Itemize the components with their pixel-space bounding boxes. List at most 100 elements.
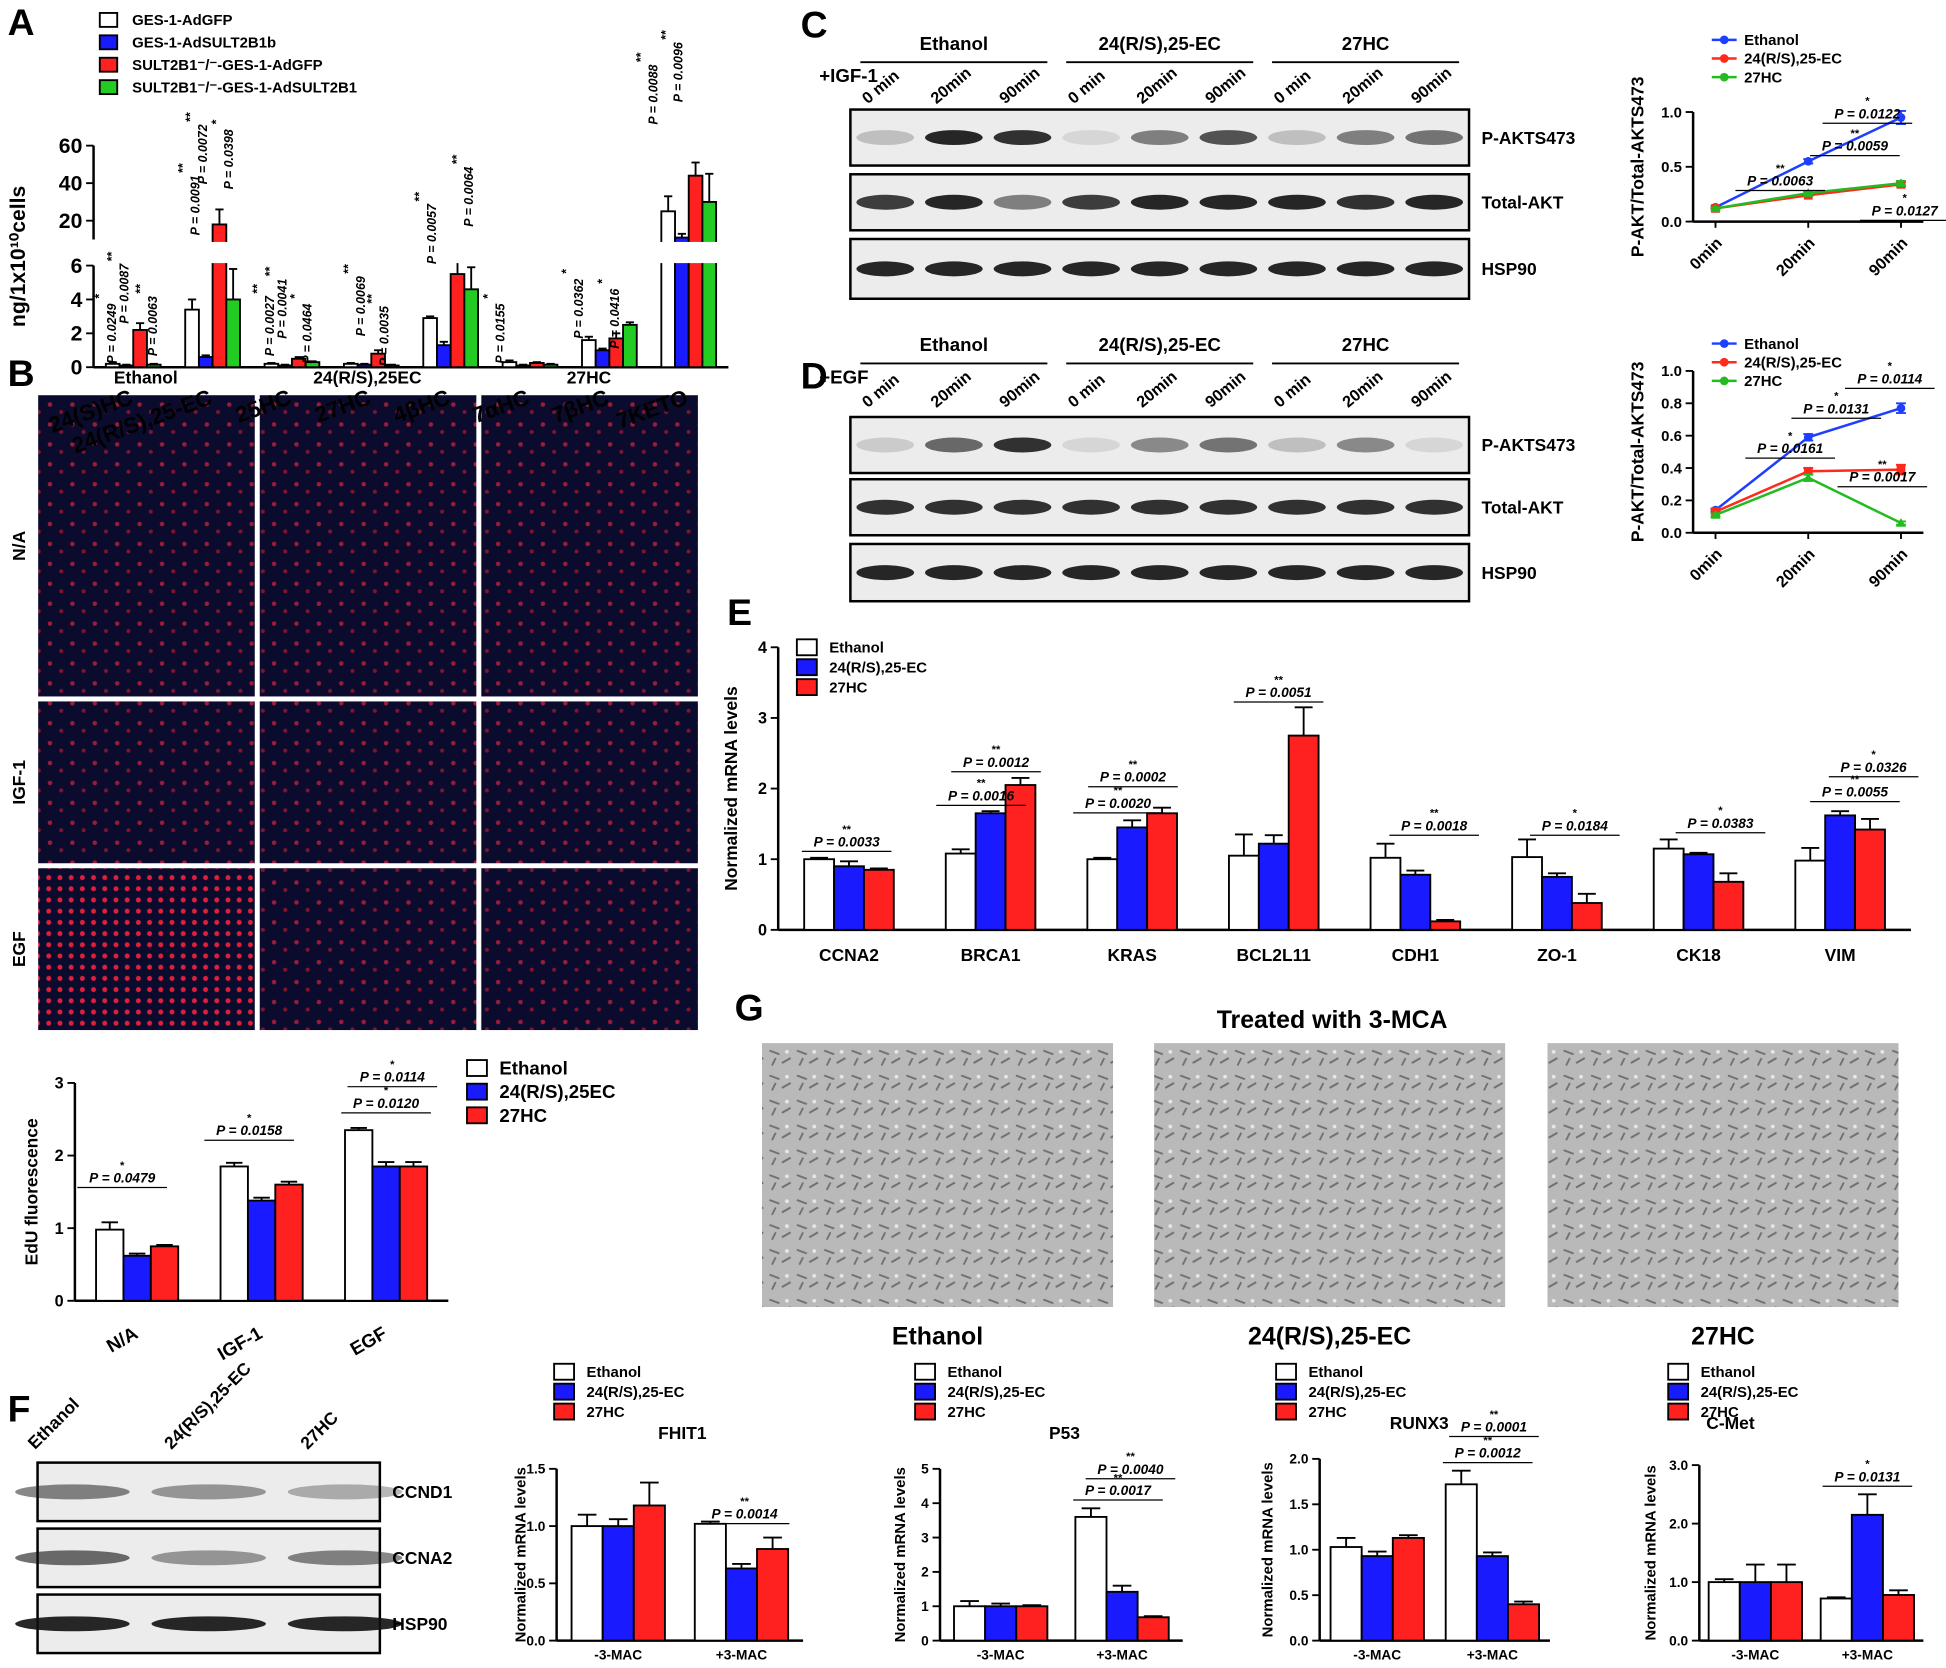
significance: ** xyxy=(412,192,426,202)
y-tick-label: 0.0 xyxy=(1661,214,1682,231)
error-bar xyxy=(1483,1551,1502,1557)
error-bar xyxy=(677,232,686,238)
significance: ** xyxy=(263,266,277,276)
blot-band xyxy=(1405,194,1464,210)
y-tick-label: 1.0 xyxy=(1661,104,1682,121)
chart-title: RUNX3 xyxy=(1390,1413,1449,1433)
y-tick-label: 2.0 xyxy=(1289,1452,1308,1467)
p-value: P = 0.0091 xyxy=(188,175,202,235)
bar xyxy=(1824,814,1857,931)
bar xyxy=(1086,858,1119,931)
error-bar xyxy=(705,172,714,202)
error-bar xyxy=(1659,838,1678,849)
legend-swatch xyxy=(1667,1382,1690,1401)
significance: * xyxy=(1888,361,1893,373)
p-value: P = 0.0184 xyxy=(1542,818,1608,833)
blot-band xyxy=(993,130,1052,146)
error-bar xyxy=(546,362,555,365)
blot-band xyxy=(1336,565,1395,581)
blot-band xyxy=(1130,565,1189,581)
bar xyxy=(1707,1581,1741,1642)
y-tick-label: 2.0 xyxy=(1669,1516,1688,1531)
error-bar xyxy=(577,1513,597,1527)
error-bar xyxy=(108,361,117,364)
legend-swatch xyxy=(1719,72,1729,82)
significance: * xyxy=(93,294,107,299)
p-value: P = 0.0072 xyxy=(196,124,210,184)
bar xyxy=(1444,1483,1478,1642)
x-tick-label: BRCA1 xyxy=(961,945,1021,965)
blot-band xyxy=(1405,261,1464,277)
legend-swatch xyxy=(553,1402,575,1421)
panel-label: G xyxy=(735,987,764,1029)
blot-band xyxy=(1199,499,1258,515)
blot-band xyxy=(1336,499,1395,515)
bar xyxy=(1257,842,1290,931)
blot-band xyxy=(1062,565,1120,581)
bar xyxy=(197,356,214,369)
error-bar xyxy=(1858,1493,1877,1515)
significance: * xyxy=(1865,1459,1870,1471)
error-bar xyxy=(426,315,435,319)
bar xyxy=(701,200,718,369)
blot-band xyxy=(925,437,983,453)
error-bar xyxy=(1264,834,1283,844)
y-tick-label: 2 xyxy=(758,780,767,798)
blot-band xyxy=(1405,499,1464,515)
row-label: CCND1 xyxy=(392,1482,452,1502)
bar xyxy=(1429,920,1462,931)
blot-band xyxy=(856,565,915,581)
legend-swatch xyxy=(466,1106,488,1125)
blot-band xyxy=(1062,194,1120,210)
point xyxy=(1710,203,1721,213)
blot-band xyxy=(151,1484,266,1500)
blot-band xyxy=(1062,130,1120,146)
significance: ** xyxy=(1878,459,1887,471)
y-tick-label: 3 xyxy=(758,710,767,728)
p-value: P = 0.0051 xyxy=(1246,685,1312,700)
significance: ** xyxy=(977,778,986,790)
micrograph xyxy=(258,866,478,1032)
bar xyxy=(529,362,545,369)
error-bar xyxy=(1889,1589,1908,1595)
blot-band xyxy=(993,261,1052,277)
error-bar xyxy=(350,1127,367,1131)
blot-band xyxy=(1268,194,1326,210)
legend-label: 27HC xyxy=(1701,1404,1739,1421)
blot-band xyxy=(1268,130,1326,146)
error-bar xyxy=(439,340,448,346)
y-tick-label: 6 xyxy=(71,255,83,278)
bar xyxy=(344,1129,374,1302)
error-bar xyxy=(664,195,673,212)
error-bar xyxy=(387,363,396,366)
error-bar xyxy=(1123,819,1142,828)
blot-band xyxy=(925,499,983,515)
significance: ** xyxy=(105,251,119,261)
blot-band xyxy=(1199,261,1258,277)
legend-swatch xyxy=(98,79,119,96)
legend-label: SULT2B1⁻/⁻-GES-1-AdGFP xyxy=(132,57,322,74)
panel-label: C xyxy=(801,3,828,45)
error-bar xyxy=(308,360,317,363)
p-value: P = 0.0464 xyxy=(300,303,314,363)
x-tick-label: CK18 xyxy=(1676,945,1721,965)
x-tick-label: ZO-1 xyxy=(1537,945,1577,965)
x-tick-label: -3-MAC xyxy=(1353,1647,1401,1662)
bar xyxy=(1570,902,1603,931)
significance: ** xyxy=(1129,759,1138,771)
error-bar xyxy=(122,363,131,366)
bar xyxy=(463,288,479,369)
panel-label: A xyxy=(8,1,35,43)
bar xyxy=(1074,1516,1108,1642)
blot-band xyxy=(1405,437,1464,453)
p-value: P = 0.0018 xyxy=(1401,818,1467,833)
blot-band xyxy=(287,1550,403,1566)
error-bar xyxy=(763,1536,782,1549)
p-value: P = 0.0040 xyxy=(1097,1462,1163,1477)
blot-band xyxy=(856,130,915,146)
legend-swatch xyxy=(1719,376,1729,386)
error-bar xyxy=(598,347,607,351)
bar xyxy=(1850,1513,1884,1642)
significance: * xyxy=(390,1059,395,1071)
y-axis-label: ng/1x10¹⁰cells xyxy=(7,186,30,327)
